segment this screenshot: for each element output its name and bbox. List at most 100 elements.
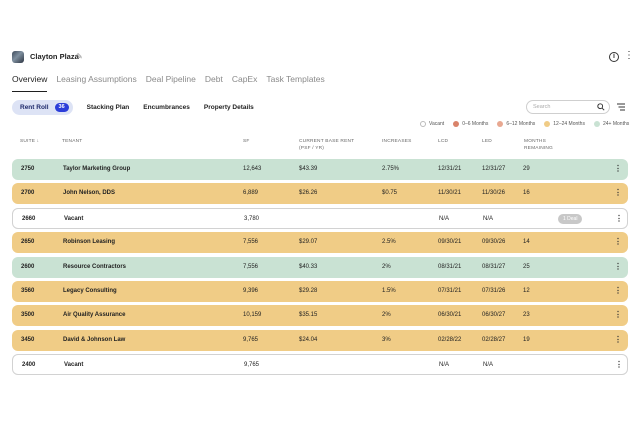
legend-dot — [593, 121, 600, 127]
increases-cell: 2.5% — [382, 239, 396, 246]
sf-cell: 3,780 — [244, 215, 260, 222]
suite-cell: 2650 — [21, 239, 35, 246]
subtab-encumbrances[interactable]: Encumbrances — [143, 103, 190, 111]
tenant-cell: Air Quality Assurance — [63, 312, 126, 319]
lcd-cell: 12/31/21 — [438, 166, 462, 172]
table-row[interactable]: 2750 Taylor Marketing Group 12,643 $43.39 2.… — [12, 159, 628, 180]
row-more-icon[interactable]: ⋮ — [614, 164, 622, 173]
led-cell: N/A — [483, 362, 494, 369]
table-row[interactable]: 3450 David & Johnson Law 9,765 $24.04 3% 02/2… — [12, 329, 628, 351]
more-vertical-icon[interactable]: ⋮ — [624, 50, 630, 61]
column-header-suite[interactable]: SUITE ↓ — [20, 139, 40, 144]
legend-dot — [453, 121, 460, 127]
tab-overview[interactable]: Overview — [12, 74, 48, 92]
row-more-icon[interactable]: ⋮ — [614, 334, 622, 344]
months-remaining-cell: 29 — [523, 166, 530, 172]
search-icon[interactable] — [597, 103, 605, 111]
tab-task-templates[interactable]: Task Templates — [266, 74, 325, 84]
deal-badge[interactable]: 1 Deal — [558, 213, 583, 224]
months-remaining-cell: 23 — [523, 312, 530, 319]
lcd-cell: 07/31/21 — [438, 288, 462, 294]
increases-cell: $0.75 — [382, 190, 398, 197]
column-header-led[interactable]: LED — [482, 139, 492, 144]
sf-cell: 7,556 — [243, 263, 259, 270]
base-rent-cell: $43.39 — [299, 166, 318, 172]
rent-roll-count-badge: 36 — [54, 102, 69, 112]
row-more-icon[interactable]: ⋮ — [614, 286, 622, 295]
row-more-icon[interactable]: ⋮ — [614, 310, 622, 320]
tenant-cell: Resource Contractors — [63, 263, 127, 270]
legend-item-24-plus-months: 24+ Months — [593, 121, 629, 127]
led-cell: 02/28/27 — [482, 336, 506, 343]
led-cell: 09/30/26 — [482, 239, 506, 246]
base-rent-cell: $35.15 — [299, 312, 318, 319]
row-more-icon[interactable]: ⋮ — [615, 360, 623, 370]
sf-cell: 12,643 — [243, 166, 262, 172]
tab-capex[interactable]: CapEx — [231, 74, 258, 84]
lcd-cell: N/A — [439, 362, 450, 369]
row-more-icon[interactable]: ⋮ — [614, 261, 622, 271]
main-tabs: Overview Leasing Assumptions Deal Pipeli… — [12, 74, 325, 92]
tenant-cell: Legacy Consulting — [63, 288, 117, 294]
pencil-icon[interactable]: ✎ — [76, 52, 83, 61]
led-cell: N/A — [483, 215, 494, 222]
table-row[interactable]: 3560 Legacy Consulting 9,396 $29.28 1.5% 07/3… — [12, 281, 628, 302]
table-row[interactable]: 2600 Resource Contractors 7,556 $40.33 2% 08/… — [12, 256, 628, 278]
column-header-tenant[interactable]: TENANT — [62, 139, 83, 144]
table-row[interactable]: 2660 Vacant 3,780 N/A N/A 1 Deal ⋮ — [12, 207, 628, 229]
legend-dot — [497, 121, 504, 127]
table-row[interactable]: 2650 Robinson Leasing 7,556 $29.07 2.5% 09/30… — [12, 232, 628, 254]
column-header-months-line2: REMAINING — [524, 146, 553, 151]
tenant-cell: Taylor Marketing Group — [63, 166, 131, 172]
column-header-sf[interactable]: SF — [243, 139, 250, 144]
row-more-icon[interactable]: ⋮ — [614, 188, 622, 198]
sf-cell: 7,556 — [243, 239, 259, 246]
column-header-increases[interactable]: INCREASES — [382, 139, 412, 144]
increases-cell: 3% — [382, 336, 391, 343]
tenant-cell: Vacant — [64, 362, 84, 369]
tenant-cell: David & Johnson Law — [63, 336, 126, 343]
sf-cell: 10,159 — [243, 312, 262, 319]
suite-cell: 3500 — [21, 312, 35, 319]
tab-debt[interactable]: Debt — [204, 74, 223, 84]
table-row[interactable]: 2400 Vacant 9,765 N/A N/A ⋮ — [12, 354, 628, 376]
column-header-months-remaining[interactable]: MONTHS REMAINING — [524, 138, 553, 152]
lcd-cell: 11/30/21 — [438, 190, 461, 197]
led-cell: 12/31/27 — [482, 166, 506, 172]
row-more-icon[interactable]: ⋮ — [615, 213, 623, 223]
legend-item-6-12-months: 6–12 Months — [497, 121, 535, 127]
increases-cell: 2.75% — [382, 166, 400, 172]
suite-cell: 2600 — [21, 263, 35, 270]
subtab-stacking-plan[interactable]: Stacking Plan — [86, 103, 130, 111]
subtab-rent-roll[interactable]: Rent Roll 36 — [12, 99, 73, 115]
months-remaining-cell: 25 — [523, 263, 530, 270]
tab-leasing-assumptions[interactable]: Leasing Assumptions — [56, 74, 137, 84]
lcd-cell: 08/31/21 — [438, 263, 462, 270]
table-row[interactable]: 3500 Air Quality Assurance 10,159 $35.15 2% 0… — [12, 305, 628, 327]
suite-cell: 3450 — [21, 336, 35, 343]
info-icon[interactable]: i — [609, 52, 619, 62]
base-rent-cell: $40.33 — [299, 263, 318, 270]
table-row[interactable]: 2700 John Nelson, DDS 6,889 $26.26 $0.75 11/3… — [12, 183, 628, 205]
legend-item-vacant: Vacant — [420, 121, 444, 127]
search-input[interactable]: Search — [526, 100, 610, 114]
months-remaining-cell: 12 — [523, 288, 530, 294]
property-header: Clayton Plaza ✎ i ⋮ — [12, 50, 630, 66]
column-header-base-rent[interactable]: CURRENT BASE RENT (PSF / YR) — [299, 138, 354, 152]
suite-cell: 2400 — [22, 362, 36, 369]
legend-dot — [544, 121, 551, 127]
row-more-icon[interactable]: ⋮ — [614, 237, 622, 247]
suite-cell: 3560 — [21, 288, 35, 294]
sub-navigation: Rent Roll 36 Stacking Plan Encumbrances … — [12, 99, 254, 115]
sf-cell: 9,765 — [243, 336, 259, 343]
lcd-cell: 09/30/21 — [438, 239, 462, 246]
lease-expiration-legend: Vacant 0–6 Months 6–12 Months 12–24 Mont… — [420, 121, 629, 127]
suite-cell: 2660 — [22, 215, 36, 222]
tab-deal-pipeline[interactable]: Deal Pipeline — [145, 74, 196, 84]
subtab-property-details[interactable]: Property Details — [203, 103, 254, 111]
rent-roll-label: Rent Roll — [20, 103, 49, 111]
months-remaining-cell: 14 — [523, 239, 530, 246]
suite-cell: 2700 — [21, 190, 35, 197]
filter-icon[interactable] — [616, 102, 626, 112]
column-header-lcd[interactable]: LCD — [438, 139, 449, 144]
